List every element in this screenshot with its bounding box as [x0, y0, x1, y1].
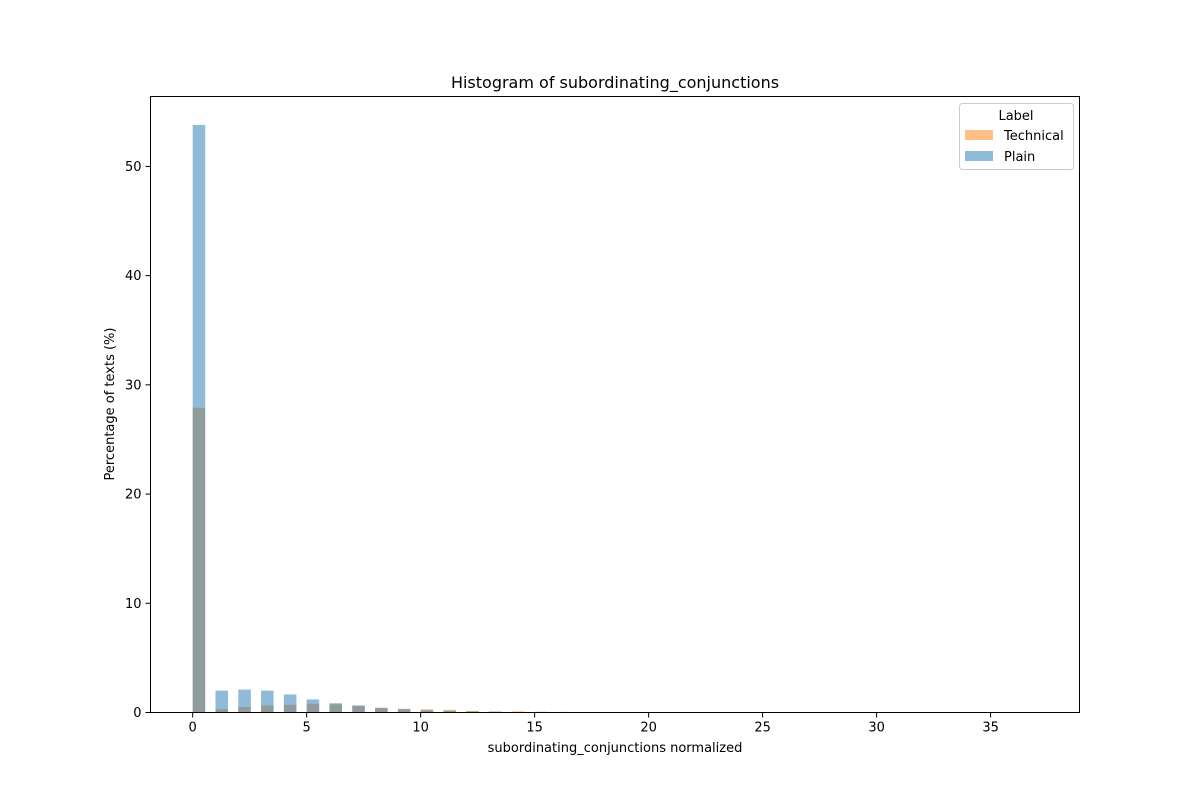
x-axis-label: subordinating_conjunctions normalized: [488, 741, 743, 756]
x-tick-label-30: 30: [868, 721, 885, 736]
legend-label-technical: Technical: [1003, 129, 1064, 144]
x-tick-label-20: 20: [640, 721, 657, 736]
bar-plain-7: [352, 705, 365, 713]
bar-plain-0: [192, 124, 206, 713]
bar-plain-5: [306, 699, 320, 713]
x-tick-label-15: 15: [526, 721, 543, 736]
bar-plain-11: [443, 710, 456, 713]
x-axis-ticks: 0 5 10 15 20 25 30 35: [189, 712, 999, 736]
y-axis-ticks: 0 10 20 30 40 50: [125, 160, 151, 721]
x-tick-label-35: 35: [982, 721, 999, 736]
bar-plain-10: [420, 710, 434, 713]
bar-plain-12: [466, 711, 479, 713]
bar-technical-14: [511, 711, 525, 713]
legend-swatch-plain: [965, 151, 993, 161]
y-tick-label-0: 0: [133, 706, 141, 721]
bar-plain-3: [261, 690, 274, 713]
y-tick-label-50: 50: [125, 160, 142, 175]
bar-plain-9: [397, 709, 411, 713]
y-tick-label-10: 10: [125, 597, 142, 612]
legend-swatch-technical: [965, 130, 993, 140]
legend-title: Label: [998, 109, 1033, 124]
x-tick-label-5: 5: [303, 721, 311, 736]
y-tick-label-40: 40: [125, 269, 142, 284]
x-tick-label-25: 25: [754, 721, 771, 736]
x-tick-label-10: 10: [412, 721, 429, 736]
y-tick-label-20: 20: [125, 488, 142, 503]
bar-plain-8: [375, 708, 388, 713]
chart-title: Histogram of subordinating_conjunctions: [451, 73, 779, 93]
plot-frame: [150, 96, 1080, 713]
bar-plain-4: [283, 694, 297, 713]
bar-plain-1: [215, 690, 229, 713]
legend: Label Technical Plain: [959, 103, 1074, 170]
bar-plain-2: [238, 689, 251, 713]
legend-label-plain: Plain: [1004, 150, 1035, 165]
y-tick-label-30: 30: [125, 378, 142, 393]
x-tick-label-0: 0: [189, 721, 197, 736]
bar-plain-6: [329, 703, 342, 713]
y-axis-label: Percentage of texts (%): [103, 328, 118, 481]
